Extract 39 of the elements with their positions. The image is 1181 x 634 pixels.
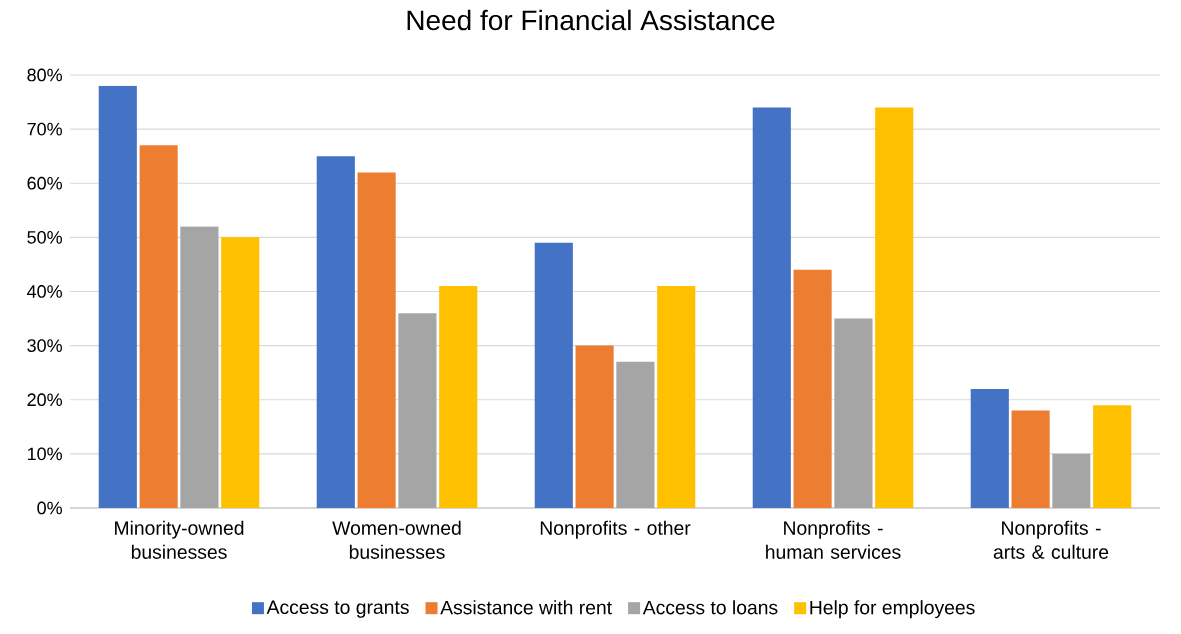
bar	[1052, 453, 1091, 508]
y-tick-label: 40%	[27, 285, 62, 298]
y-tick-label: 30%	[27, 339, 62, 352]
bar	[221, 237, 260, 508]
bar	[139, 145, 178, 508]
x-tick-label: Minority-owned businesses	[115, 520, 244, 559]
legend-label: Help for employees	[810, 600, 975, 619]
bar	[752, 107, 791, 508]
x-tick-label: Women-owned businesses	[332, 520, 461, 559]
bar	[657, 286, 696, 508]
bar	[616, 361, 655, 508]
bar	[180, 226, 219, 508]
x-tick-label: Nonprofits - arts & culture	[993, 520, 1109, 559]
legend-label: Access to loans	[642, 600, 778, 615]
y-tick-label: 80%	[27, 68, 62, 82]
y-tick-label: 70%	[27, 122, 62, 136]
x-tick-label: Nonprofits - human services	[766, 520, 901, 559]
bar	[1011, 410, 1050, 508]
bar	[534, 242, 573, 508]
bar	[357, 172, 396, 508]
x-tick-label: Nonprofits - other	[540, 520, 691, 539]
bar	[398, 313, 437, 508]
bar	[1093, 405, 1132, 508]
bar	[98, 85, 137, 508]
bar	[316, 156, 355, 508]
bar	[575, 345, 614, 508]
bar	[793, 269, 832, 508]
bar	[439, 286, 478, 508]
y-tick-label: 10%	[27, 447, 62, 461]
y-tick-label: 50%	[27, 231, 62, 244]
y-tick-label: 0%	[37, 501, 62, 515]
y-tick-label: 20%	[27, 393, 62, 407]
bar	[834, 318, 873, 508]
bar	[875, 107, 914, 508]
legend-label: Access to grants	[266, 600, 409, 618]
chart-title: Need for Financial Assistance	[407, 9, 775, 31]
legend-label: Assistance with rent	[440, 600, 612, 615]
y-tick-label: 60%	[27, 176, 62, 190]
bar	[970, 388, 1009, 508]
